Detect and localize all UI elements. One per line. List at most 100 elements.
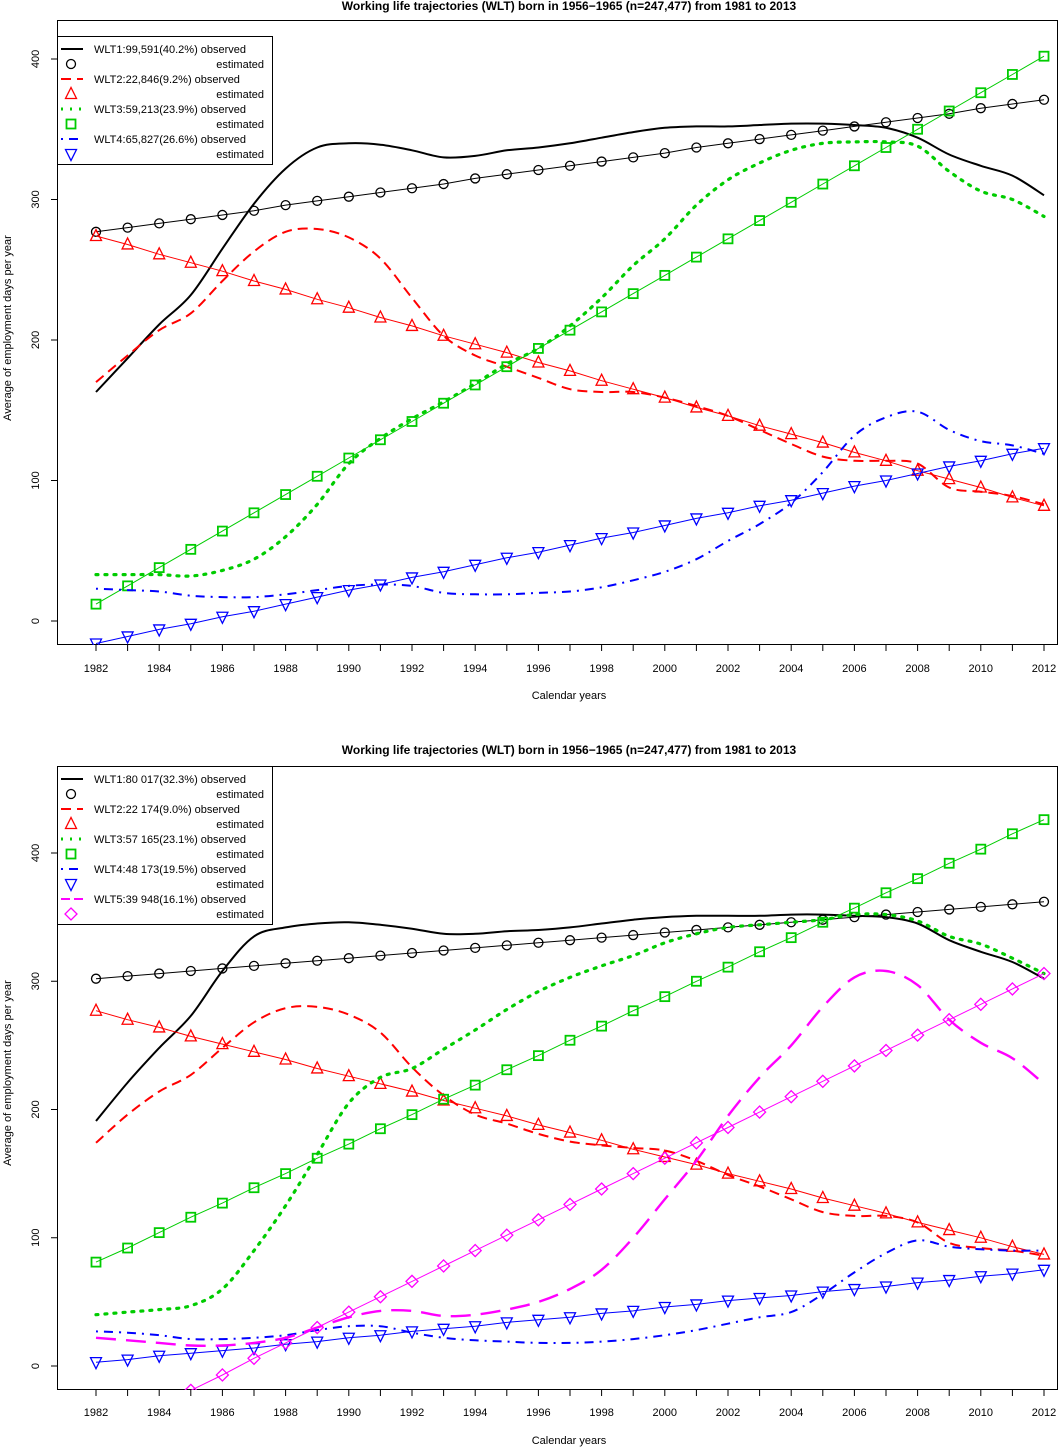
legend-item: estimated xyxy=(65,848,264,861)
data-point-triangle xyxy=(152,1019,166,1033)
data-point-triangle xyxy=(563,1124,577,1138)
legend-marker-triangle xyxy=(64,816,78,830)
series-wlt2-estimated xyxy=(89,228,1051,511)
data-point-triangle xyxy=(500,1107,514,1122)
data-point-triangle-down xyxy=(1037,1264,1051,1278)
chart-panel-bottom: Working life trajectories (WLT) born in … xyxy=(2,743,1058,1447)
chart-title: Working life trajectories (WLT) born in … xyxy=(342,743,797,757)
legend-label: WLT1:80 017(32.3%) observed xyxy=(94,774,246,786)
data-point-triangle xyxy=(942,471,956,485)
data-point-square xyxy=(691,975,702,987)
data-point-diamond xyxy=(942,1012,957,1027)
data-point-circle xyxy=(438,178,449,190)
data-point-diamond xyxy=(184,1383,198,1390)
data-point-square xyxy=(280,489,292,500)
data-point-square xyxy=(501,361,513,373)
legend-item: WLT1:99,591(40.2%) observed xyxy=(61,44,246,56)
data-point-circle xyxy=(596,932,607,943)
data-point-circle xyxy=(406,183,418,194)
series-wlt3-estimated xyxy=(90,814,1050,1268)
data-point-triangle xyxy=(89,228,103,242)
data-point-triangle-down xyxy=(184,618,198,632)
data-point-triangle xyxy=(658,389,672,403)
data-point-circle xyxy=(312,195,323,207)
x-tick-label: 2000 xyxy=(653,1407,677,1419)
series-line xyxy=(95,1010,1045,1255)
legend-item: WLT2:22 174(9.0%) observed xyxy=(61,804,240,816)
legend-item: estimated xyxy=(65,118,264,131)
x-tick-label: 1994 xyxy=(463,1407,487,1419)
data-point-triangle xyxy=(215,1036,229,1050)
series-wlt1-observed xyxy=(95,913,1045,1122)
data-point-triangle-down xyxy=(784,1290,798,1304)
y-axis-label: Average of employment days per year xyxy=(2,980,14,1166)
data-point-triangle xyxy=(563,362,577,377)
data-point-triangle xyxy=(974,1229,988,1243)
x-tick-label: 2006 xyxy=(842,663,866,675)
legend-marker-circle xyxy=(65,58,77,70)
legend-item: WLT3:59,213(23.9%) observed xyxy=(61,104,246,116)
series-wlt5-estimated xyxy=(184,966,1051,1390)
y-axis: 0 100 200 300 400 xyxy=(30,844,57,1369)
x-axis-label: Calendar years xyxy=(532,1435,607,1447)
data-point-square xyxy=(754,215,765,226)
legend-label: WLT4:48 173(19.5%) observed xyxy=(94,864,246,876)
data-point-square xyxy=(880,887,892,899)
data-point-triangle-down xyxy=(152,1350,166,1364)
x-tick-label: 1992 xyxy=(400,1407,424,1419)
series-line xyxy=(95,227,1045,506)
data-point-circle xyxy=(754,919,765,930)
x-tick-label: 1986 xyxy=(210,663,234,675)
x-tick-label: 2004 xyxy=(779,663,803,675)
x-tick-label: 1994 xyxy=(463,663,487,675)
data-point-triangle xyxy=(879,1205,893,1219)
data-point-triangle xyxy=(279,1051,293,1065)
data-point-square xyxy=(817,916,829,928)
data-point-circle xyxy=(90,973,102,984)
data-point-triangle-down xyxy=(437,1323,451,1337)
data-point-triangle xyxy=(437,327,451,341)
data-point-triangle-down xyxy=(879,1281,893,1295)
data-point-circle xyxy=(975,901,986,913)
data-point-circle xyxy=(533,164,544,176)
data-point-square xyxy=(659,991,671,1003)
data-point-square xyxy=(722,233,734,245)
data-point-square xyxy=(564,1034,576,1046)
data-point-diamond xyxy=(721,1120,735,1135)
legend-item: WLT5:39 948(16.1%) observed xyxy=(61,894,246,906)
data-point-triangle xyxy=(468,336,482,350)
data-point-triangle-down xyxy=(531,547,545,561)
data-point-circle xyxy=(280,958,291,969)
data-point-triangle xyxy=(342,299,356,313)
data-point-triangle xyxy=(121,236,135,250)
data-point-triangle xyxy=(721,1165,735,1179)
data-point-square xyxy=(596,1020,607,1032)
data-point-triangle-down xyxy=(89,638,103,645)
data-point-circle xyxy=(122,970,133,982)
x-tick-label: 1998 xyxy=(589,1407,613,1419)
data-point-triangle xyxy=(784,426,798,440)
data-point-circle xyxy=(659,147,670,159)
data-point-circle xyxy=(786,129,797,141)
data-point-triangle-down xyxy=(974,1271,988,1285)
y-tick-label: 400 xyxy=(30,50,42,68)
legend-label: estimated xyxy=(216,909,264,921)
series-line xyxy=(190,973,1045,1390)
data-point-circle xyxy=(722,138,734,149)
data-point-diamond xyxy=(879,1043,893,1058)
data-point-square xyxy=(785,196,797,208)
x-axis: 1982 1984 1986 1988 1990 1992 1994 1996 1998 2000… xyxy=(84,645,1056,675)
data-point-circle xyxy=(533,937,544,948)
series-line xyxy=(95,235,1045,507)
data-point-triangle-down xyxy=(847,480,861,495)
data-point-triangle-down xyxy=(1037,443,1051,457)
legend-item: estimated xyxy=(64,816,264,831)
data-point-square xyxy=(311,1152,323,1164)
legend-item: estimated xyxy=(64,907,264,921)
data-point-square xyxy=(280,1168,292,1180)
y-tick-label: 100 xyxy=(30,471,42,489)
data-point-diamond xyxy=(499,1228,514,1243)
data-point-triangle-down xyxy=(121,631,135,645)
data-point-triangle-down xyxy=(911,468,925,482)
legend-label: estimated xyxy=(216,849,264,861)
